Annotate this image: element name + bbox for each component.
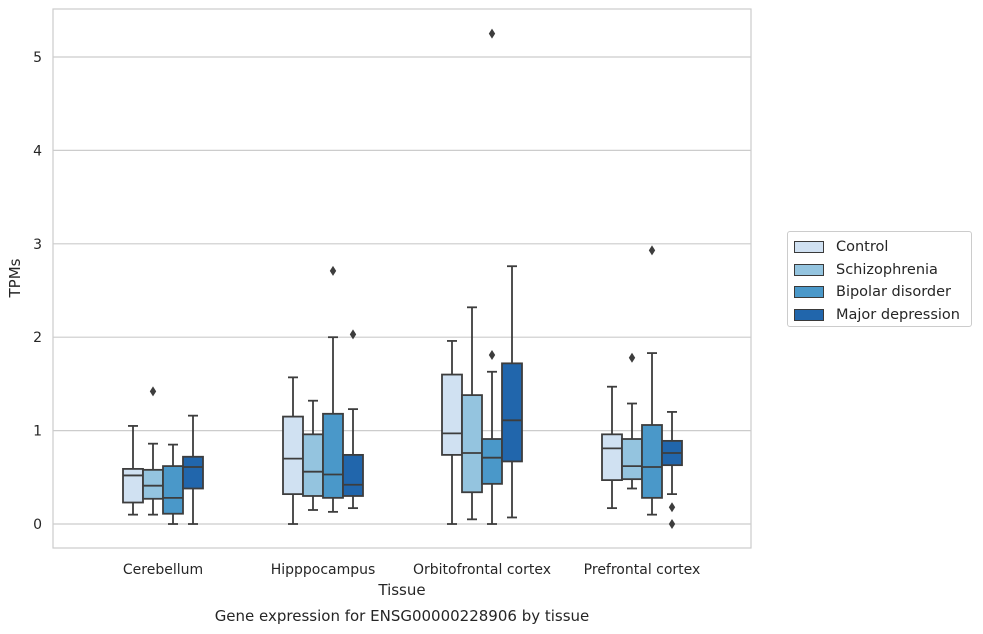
outlier-point — [628, 352, 636, 363]
legend-swatch — [794, 308, 824, 321]
outlier-point — [668, 519, 676, 529]
iqr-box — [641, 424, 663, 499]
x-tick-label: Orbitofrontal cortex — [413, 562, 551, 578]
y-tick-labels: 0 1 2 3 4 5 — [33, 50, 42, 533]
box-3-1 — [342, 329, 364, 510]
legend-label: Schizophrenia — [836, 261, 938, 278]
box-2-0 — [162, 443, 184, 525]
box-0-2 — [441, 340, 463, 525]
box-0-0 — [122, 425, 144, 516]
legend-item: Schizophrenia — [794, 259, 971, 282]
box-1-1 — [302, 399, 324, 511]
iqr-box — [182, 455, 204, 490]
box-2-2 — [481, 28, 503, 525]
outlier-point — [349, 329, 357, 340]
x-tick-label: Prefrontal cortex — [584, 562, 701, 578]
box-3-3 — [661, 411, 683, 529]
iqr-box — [441, 373, 463, 456]
iqr-box — [461, 394, 483, 494]
box-3-2 — [501, 265, 523, 519]
legend-item: Bipolar disorder — [794, 281, 971, 304]
y-axis-label: TPMs — [6, 258, 24, 298]
outlier-point — [668, 502, 676, 513]
y-tick-label: 3 — [33, 237, 42, 253]
outlier-point — [648, 245, 656, 256]
legend-label: Major depression — [836, 306, 960, 323]
y-tick-label: 5 — [33, 50, 42, 66]
box-0-3 — [601, 385, 623, 510]
outlier-point — [488, 28, 496, 39]
legend-item: Control — [794, 236, 971, 259]
box-3-0 — [182, 414, 204, 525]
x-tick-label: Hipppocampus — [271, 562, 376, 578]
outlier-point — [488, 349, 496, 360]
box-2-1 — [322, 265, 344, 513]
iqr-box — [601, 433, 623, 482]
y-tick-label: 4 — [33, 143, 42, 159]
legend-swatch — [794, 286, 824, 299]
legend-label: Control — [836, 239, 889, 256]
x-tick-label: Cerebellum — [123, 562, 203, 578]
iqr-box — [481, 438, 503, 485]
iqr-box — [162, 465, 184, 515]
outlier-point — [149, 386, 157, 397]
x-tick-labels: Cerebellum Hipppocampus Orbitofrontal cort… — [123, 562, 700, 578]
iqr-box — [282, 415, 304, 496]
iqr-box — [342, 453, 364, 497]
iqr-box — [322, 412, 344, 499]
y-tick-label: 2 — [33, 330, 42, 346]
outlier-point — [329, 265, 337, 276]
iqr-box — [122, 467, 144, 504]
iqr-box — [501, 362, 523, 463]
chart-title: Gene expression for ENSG00000228906 by t… — [215, 607, 590, 625]
iqr-box — [142, 468, 164, 500]
legend-item: Major depression — [794, 304, 971, 327]
legend: Control Schizophrenia Bipolar disorder Majo… — [787, 231, 972, 327]
y-tick-label: 1 — [33, 424, 42, 440]
legend-label: Bipolar disorder — [836, 284, 951, 301]
legend-swatch — [794, 263, 824, 276]
iqr-box — [302, 433, 324, 497]
boxes-layer — [122, 28, 683, 529]
iqr-box — [621, 438, 643, 481]
box-1-3 — [621, 352, 643, 490]
y-tick-label: 0 — [33, 517, 42, 533]
legend-swatch — [794, 241, 824, 254]
x-axis-label: Tissue — [377, 581, 425, 599]
